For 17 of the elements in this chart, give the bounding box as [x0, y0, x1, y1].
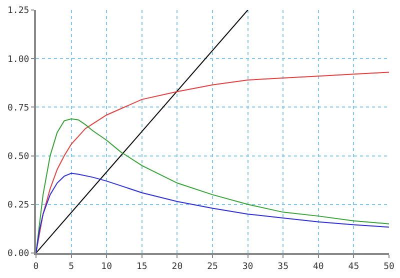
y-tick-label: 1.25 — [8, 6, 30, 16]
x-tick-label: 25 — [207, 262, 218, 272]
x-tick-label: 45 — [348, 262, 360, 272]
x-tick-label: 40 — [312, 262, 324, 272]
x-tick-label: 0 — [33, 262, 39, 272]
x-tick-label: 50 — [384, 262, 394, 272]
x-tick-label: 35 — [278, 262, 289, 272]
x-tick-label: 5 — [68, 262, 74, 272]
y-tick-label: 0.50 — [8, 152, 30, 162]
x-tick-label: 30 — [242, 262, 254, 272]
x-tick-label: 15 — [136, 262, 148, 272]
y-tick-label: 0.00 — [8, 249, 30, 260]
y-tick-label: 0.25 — [8, 200, 30, 211]
x-tick-label: 10 — [101, 262, 112, 272]
y-tick-label: 0.75 — [8, 103, 30, 114]
x-tick-label: 20 — [172, 262, 183, 272]
y-tick-label: 1.00 — [8, 54, 30, 65]
